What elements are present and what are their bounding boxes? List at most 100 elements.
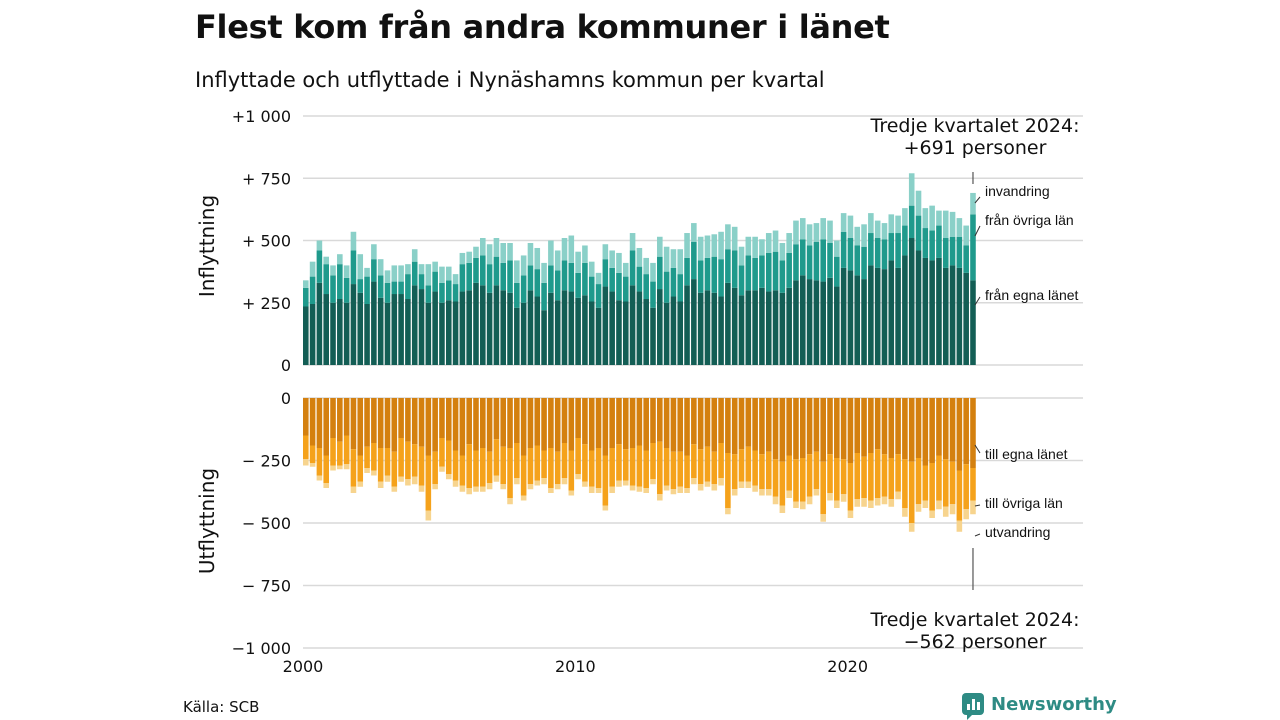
inflow-bar-3 bbox=[364, 267, 370, 277]
inflow-bar-1 bbox=[432, 291, 438, 365]
inflow-bar-2 bbox=[411, 261, 418, 286]
inflow-bar-3 bbox=[806, 224, 813, 246]
outflow-bar-3 bbox=[568, 490, 575, 496]
inflow-bar-2 bbox=[643, 274, 649, 300]
outflow-bar-3 bbox=[418, 485, 425, 492]
inflow-bar-1 bbox=[670, 296, 677, 365]
inflow-bar-3 bbox=[820, 218, 826, 240]
outflow-bar-3 bbox=[473, 486, 479, 492]
inflow-bar-2 bbox=[391, 281, 398, 295]
inflow-bar-3 bbox=[663, 246, 670, 272]
inflow-bar-1 bbox=[364, 304, 370, 366]
outflow-bar-3 bbox=[779, 505, 786, 513]
inflow-bar-1 bbox=[772, 290, 779, 365]
outflow-bar-1 bbox=[452, 398, 459, 451]
outflow-bar-2 bbox=[779, 461, 786, 506]
outflow-bar-3 bbox=[554, 484, 561, 490]
inflow-bar-1 bbox=[813, 280, 820, 365]
outflow-bar-1 bbox=[765, 398, 772, 452]
outflow-bar-2 bbox=[473, 450, 479, 487]
inflow-bar-2 bbox=[759, 255, 765, 288]
outflow-bar-1 bbox=[493, 398, 500, 440]
inflow-bar-2 bbox=[888, 233, 895, 261]
outflow-bar-1 bbox=[793, 398, 799, 460]
inflow-bar-3 bbox=[527, 242, 534, 266]
outflow-bar-3 bbox=[480, 486, 486, 492]
outflow-bar-1 bbox=[391, 398, 398, 452]
inflow-bar-3 bbox=[711, 234, 718, 257]
inflow-bar-1 bbox=[677, 301, 684, 365]
inflow-bar-3 bbox=[765, 233, 772, 253]
inflow-bar-3 bbox=[868, 213, 874, 234]
inflow-bar-1 bbox=[922, 257, 929, 365]
inflow-bar-3 bbox=[418, 264, 425, 275]
outflow-bar-3 bbox=[834, 500, 840, 508]
inflow-bar-3 bbox=[813, 223, 820, 242]
labels: Tredje kvartalet 2024:+691 personerTredj… bbox=[870, 115, 1080, 653]
outflow-bar-2 bbox=[874, 449, 881, 498]
outflow-bar-3 bbox=[548, 488, 554, 493]
brand-name: Newsworthy bbox=[991, 693, 1117, 715]
inflow-bar-3 bbox=[391, 265, 398, 282]
outflow-bar-2 bbox=[541, 450, 547, 478]
outflow-bar-1 bbox=[929, 398, 935, 463]
outflow-bar-3 bbox=[691, 478, 697, 485]
inflow-bar-1 bbox=[377, 297, 384, 365]
inflow-bar-3 bbox=[677, 249, 684, 275]
outflow-bar-1 bbox=[629, 398, 636, 448]
outflow-bar-2 bbox=[636, 445, 643, 487]
x-tick-label: 2020 bbox=[827, 657, 868, 676]
newsworthy-logo: Newsworthy bbox=[962, 693, 1117, 720]
inflow-bar-3 bbox=[636, 247, 643, 267]
logo-chart-icon bbox=[962, 693, 984, 720]
outflow-bar-2 bbox=[588, 450, 595, 487]
outflow-bar-3 bbox=[534, 480, 541, 486]
outflow-bar-3 bbox=[895, 491, 901, 500]
inflow-bar-2 bbox=[704, 257, 711, 291]
inflow-bar-2 bbox=[895, 233, 901, 268]
inflow-bar-1 bbox=[425, 302, 432, 365]
inflow-bar-1 bbox=[725, 282, 731, 365]
annotation-bottom-line2: −562 personer bbox=[904, 631, 1047, 653]
inflow-bar-2 bbox=[316, 250, 323, 283]
inflow-bar-3 bbox=[561, 238, 568, 261]
inflow-bar-2 bbox=[452, 284, 459, 302]
outflow-bar-1 bbox=[398, 398, 404, 438]
outflow-bar-3 bbox=[772, 496, 779, 505]
outflow-bar-1 bbox=[480, 398, 486, 448]
inflow-bar-2 bbox=[650, 281, 656, 308]
inflow-bar-3 bbox=[881, 223, 888, 240]
outflow-bar-2 bbox=[616, 444, 622, 481]
outflow-bar-2 bbox=[922, 465, 929, 501]
outflow-bar-2 bbox=[765, 451, 772, 490]
outflow-bar-3 bbox=[643, 488, 649, 493]
inflow-bar-2 bbox=[929, 230, 935, 261]
outflow-bar-2 bbox=[718, 443, 724, 478]
outflow-bar-2 bbox=[480, 448, 486, 487]
inflow-bar-2 bbox=[384, 282, 391, 303]
outflow-bar-3 bbox=[874, 498, 881, 506]
inflow-bar-3 bbox=[902, 208, 908, 226]
outflow-bar-1 bbox=[677, 398, 684, 452]
outflow-bar-2 bbox=[806, 454, 813, 497]
outflow-bar-3 bbox=[507, 498, 513, 505]
outflow-bar-3 bbox=[371, 470, 377, 476]
inflow-bar-3 bbox=[697, 236, 704, 261]
inflow-bar-2 bbox=[418, 274, 425, 290]
inflow-bar-2 bbox=[820, 239, 826, 282]
outflow-bar-3 bbox=[527, 484, 534, 490]
inflow-bar-3 bbox=[588, 261, 595, 277]
inflow-bar-1 bbox=[568, 291, 575, 365]
gridlines bbox=[303, 115, 1083, 649]
outflow-bar-1 bbox=[343, 398, 350, 436]
inflow-bar-1 bbox=[956, 267, 963, 365]
y-tick-label-top: + 500 bbox=[242, 232, 291, 251]
inflow-bar-2 bbox=[670, 267, 677, 297]
outflow-bar-2 bbox=[561, 443, 568, 478]
inflow-bar-1 bbox=[507, 292, 513, 365]
outflow-bar-3 bbox=[670, 489, 677, 495]
inflow-bar-2 bbox=[738, 265, 745, 296]
outflow-bar-2 bbox=[568, 450, 575, 491]
inflow-bar-3 bbox=[316, 240, 323, 251]
inflow-bar-1 bbox=[398, 294, 404, 365]
